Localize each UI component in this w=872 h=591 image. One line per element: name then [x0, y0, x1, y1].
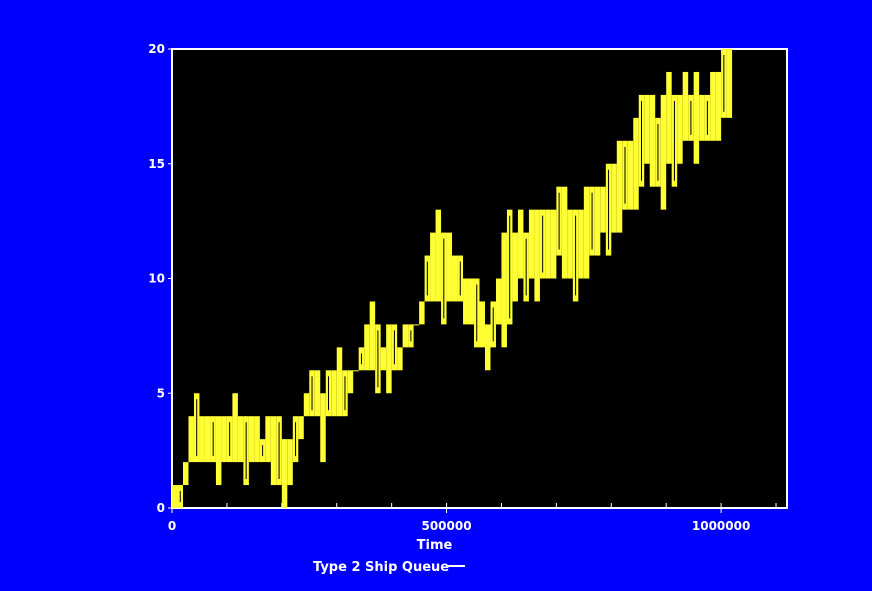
- y-tick-label: 10: [148, 272, 165, 286]
- series-band-segment: [298, 416, 304, 440]
- series-band-segment: [265, 416, 271, 463]
- series-band-segment: [182, 462, 189, 486]
- series-band-segment: [594, 186, 601, 256]
- series-band-segment: [419, 301, 425, 325]
- series-layer: [172, 49, 733, 508]
- series-band-segment: [287, 439, 293, 486]
- series-band-segment: [600, 186, 606, 233]
- series-band-segment: [699, 94, 705, 141]
- series-band-segment: [397, 347, 403, 371]
- series-band-segment: [221, 416, 227, 463]
- x-axis-title: Time: [417, 538, 453, 553]
- series-band-segment: [386, 324, 392, 394]
- y-tick-label: 0: [157, 501, 165, 515]
- series-band-segment: [452, 255, 458, 302]
- tick-labels: 0 5 10 15 20 0 500000 1000000: [148, 42, 750, 533]
- series-band-segment: [364, 324, 370, 371]
- series-band-segment: [232, 393, 238, 463]
- series-band-segment: [649, 94, 656, 187]
- series-band-segment: [495, 278, 502, 325]
- series-band-segment: [331, 370, 337, 417]
- x-tick-label: 500000: [421, 519, 471, 533]
- series-band-segment: [501, 232, 507, 348]
- series-band-segment: [413, 324, 420, 326]
- series-band-segment: [534, 209, 540, 302]
- series-band-segment: [336, 347, 343, 417]
- series-band-segment: [545, 209, 551, 279]
- series-band-segment: [567, 209, 573, 279]
- series-band-segment: [402, 324, 409, 348]
- series-band-segment: [561, 186, 568, 279]
- series-band-segment: [320, 393, 326, 463]
- series-band-segment: [715, 71, 722, 141]
- series-band-segment: [281, 439, 288, 508]
- series-band-segment: [517, 209, 524, 279]
- series-band-segment: [644, 94, 650, 164]
- x-tick-label: 0: [168, 519, 176, 533]
- series-band-segment: [583, 186, 590, 279]
- series-band-segment: [435, 209, 442, 302]
- series-band-segment: [611, 163, 617, 233]
- series-band-segment: [353, 370, 359, 372]
- series-band-segment: [578, 209, 584, 279]
- legend-label: Type 2 Ship Queue: [313, 560, 449, 575]
- series-band-segment: [188, 416, 194, 463]
- series-band-segment: [430, 232, 436, 302]
- series-band-segment: [710, 71, 716, 141]
- series-band-segment: [199, 416, 205, 463]
- series-band-segment: [726, 49, 733, 118]
- series-band-segment: [468, 278, 475, 325]
- series-band-segment: [550, 209, 557, 279]
- series-band-segment: [484, 324, 491, 371]
- series-band-segment: [248, 416, 255, 463]
- series-band-segment: [693, 71, 700, 164]
- series-band-segment: [172, 485, 178, 508]
- series-band-segment: [204, 416, 211, 463]
- series-band-segment: [512, 232, 518, 302]
- series-band-segment: [627, 140, 634, 210]
- series-band-segment: [479, 301, 485, 348]
- series-band-segment: [303, 393, 310, 417]
- x-tick-label: 1000000: [692, 519, 750, 533]
- series-band-segment: [666, 71, 672, 164]
- axes: [168, 48, 777, 513]
- series-band-segment: [660, 94, 667, 210]
- series-band-segment: [254, 416, 260, 463]
- series-band-segment: [347, 370, 354, 394]
- series-band-segment: [369, 301, 376, 371]
- series-band-segment: [682, 71, 689, 141]
- series-band-segment: [270, 416, 277, 486]
- series-band-segment: [215, 416, 222, 486]
- y-tick-label: 15: [148, 157, 165, 171]
- series-band-segment: [237, 416, 244, 463]
- y-tick-label: 5: [157, 386, 165, 400]
- legend: Type 2 Ship Queue: [313, 560, 465, 575]
- series-band-segment: [380, 347, 387, 371]
- series-band-segment: [314, 370, 321, 417]
- series-band-segment: [677, 94, 683, 164]
- series-band-segment: [528, 209, 535, 279]
- series-band-segment: [446, 232, 453, 302]
- series-band-segment: [633, 117, 639, 210]
- y-tick-label: 20: [148, 42, 165, 56]
- series-band-segment: [463, 278, 469, 325]
- series-band-segment: [616, 140, 623, 233]
